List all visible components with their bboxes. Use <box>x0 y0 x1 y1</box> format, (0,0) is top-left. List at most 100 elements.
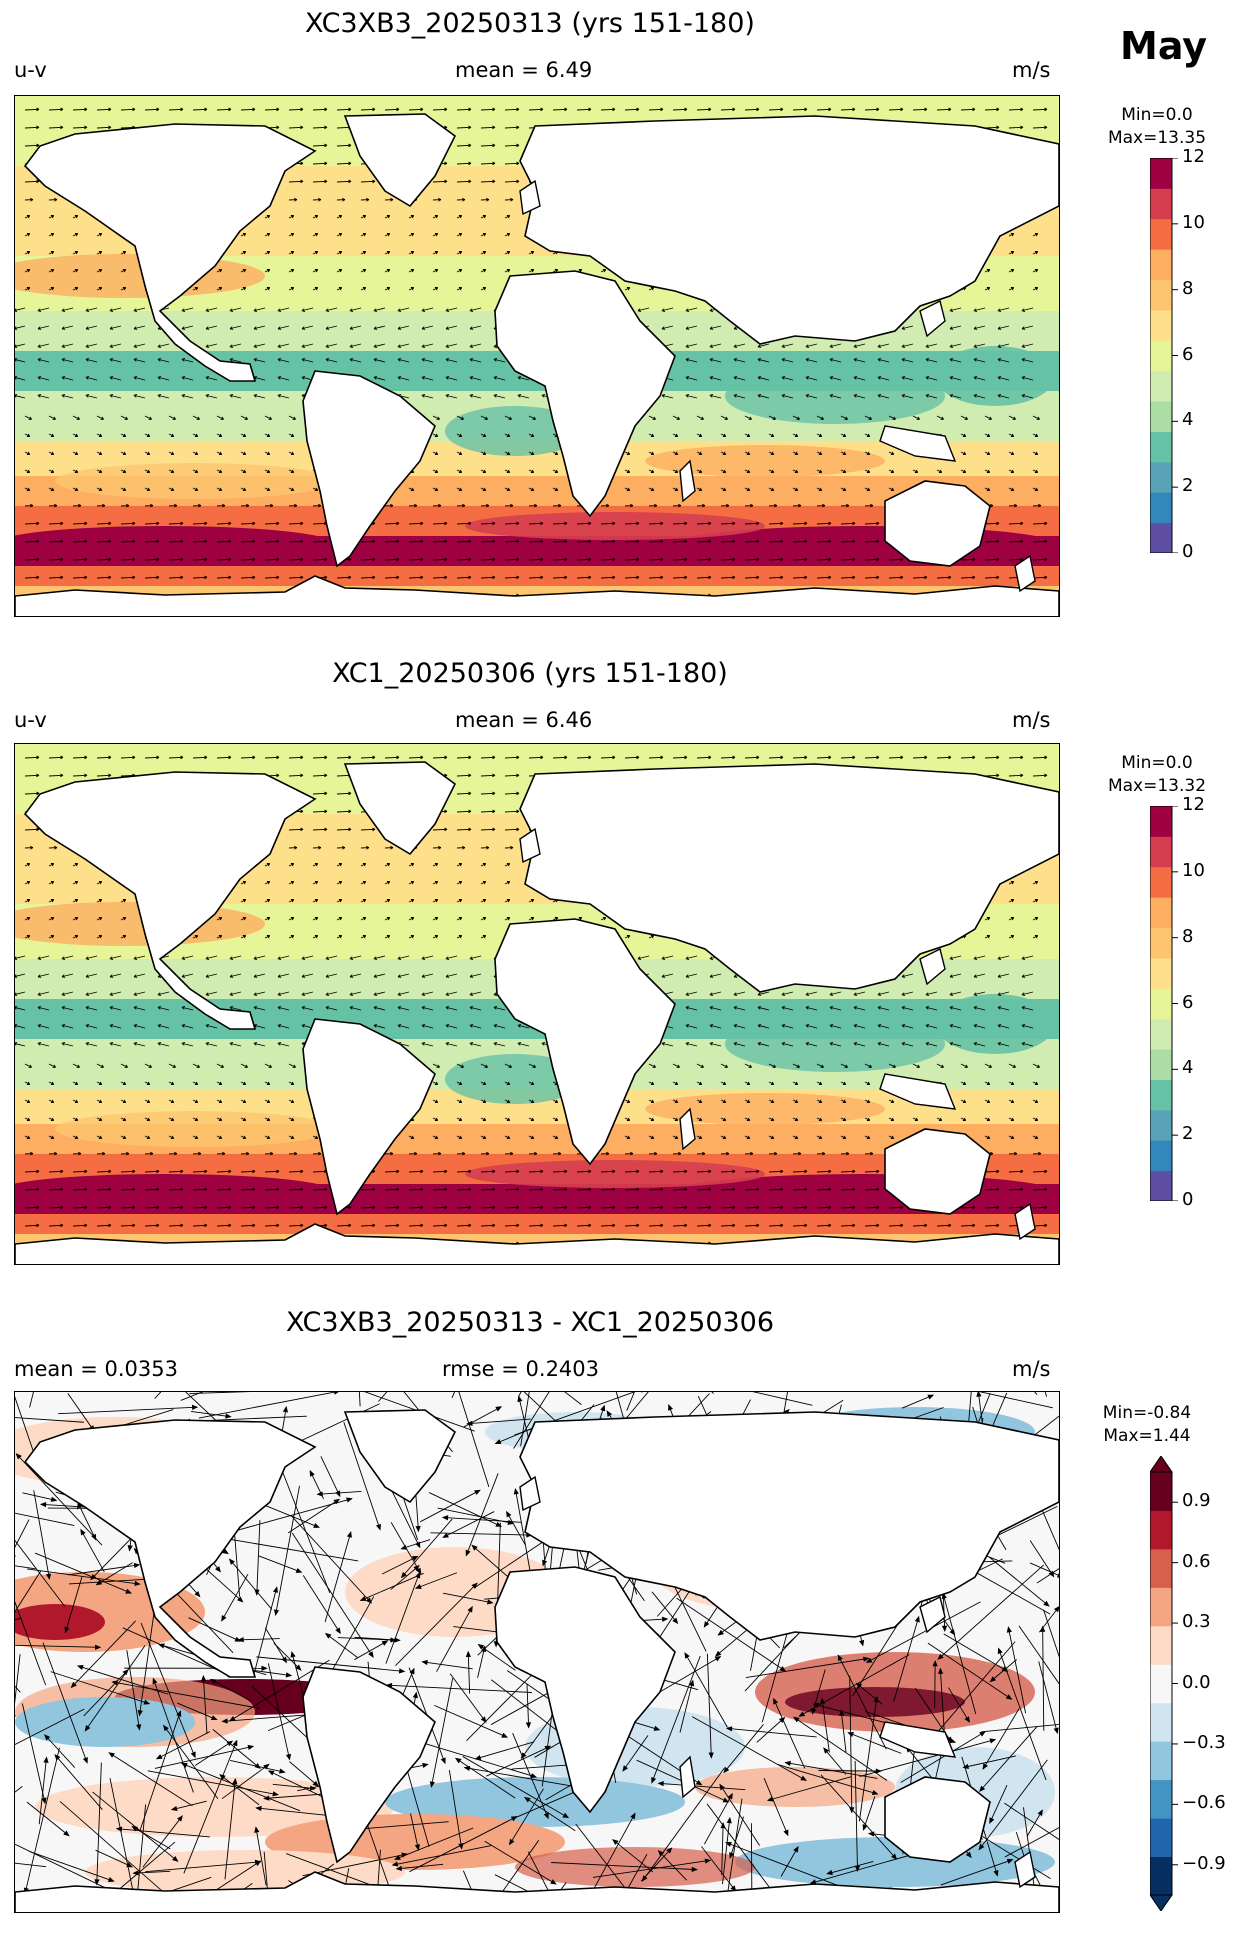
wind-vector-head <box>314 917 319 921</box>
wind-vector-head <box>890 1099 895 1103</box>
wind-vector-head <box>482 1081 487 1085</box>
wind-vector <box>912 1063 920 1068</box>
wind-vector-head <box>842 469 847 473</box>
wind-vector <box>109 307 122 312</box>
wind-vector-head <box>372 827 376 832</box>
wind-vector-head <box>266 863 271 867</box>
wind-vector-head <box>218 917 223 921</box>
wind-vector <box>877 343 890 348</box>
wind-vector <box>288 756 304 759</box>
wind-vector-head <box>685 956 690 960</box>
wind-vector-head <box>60 1169 64 1174</box>
wind-vector-head <box>362 215 367 219</box>
wind-vector-head <box>156 107 160 112</box>
wind-vector-head <box>660 1205 664 1210</box>
wind-vector <box>685 1006 698 1011</box>
wind-vector-head <box>853 344 858 348</box>
wind-vector <box>792 1206 808 1209</box>
colorbar-segment <box>1150 1079 1172 1111</box>
wind-vector-head <box>36 107 40 112</box>
wind-vector-head <box>1020 773 1024 778</box>
wind-vector-head <box>290 863 295 867</box>
wind-vector-head <box>916 416 920 420</box>
wind-vector <box>192 1063 200 1068</box>
wind-vector <box>253 307 266 312</box>
wind-vector-head <box>876 1169 880 1174</box>
wind-vector-head <box>314 269 319 273</box>
wind-vector-head <box>510 845 514 850</box>
wind-vector-head <box>700 416 704 420</box>
wind-vector-head <box>458 1117 463 1121</box>
wind-vector <box>709 358 722 363</box>
wind-vector-head <box>468 107 472 112</box>
wind-vector-head <box>916 1064 920 1068</box>
wind-vector-head <box>266 287 271 291</box>
wind-vector-head <box>98 899 103 903</box>
wind-vector-head <box>242 251 247 255</box>
wind-vector <box>720 1206 736 1209</box>
wind-vector <box>168 108 184 111</box>
wind-vector-head <box>626 451 631 455</box>
wind-vector <box>360 1206 376 1209</box>
wind-vector <box>144 1224 160 1227</box>
wind-vector <box>480 540 496 543</box>
wind-vector-head <box>205 376 210 380</box>
wind-vector-head <box>948 575 952 580</box>
wind-vector-head <box>674 1135 679 1139</box>
wind-vector-head <box>242 487 247 491</box>
wind-vector-head <box>1020 755 1024 760</box>
wind-vector-head <box>962 1099 967 1103</box>
wind-vector <box>96 1224 112 1227</box>
wind-vector <box>48 1224 64 1227</box>
wind-vector <box>373 307 386 312</box>
wind-vector-head <box>277 358 282 362</box>
wind-vector-head <box>36 755 40 760</box>
wind-vector-head <box>709 1006 714 1010</box>
wind-vector <box>600 1170 616 1173</box>
wind-vector <box>853 358 866 363</box>
wind-vector-head <box>458 233 463 237</box>
wind-vector <box>576 1170 592 1173</box>
wind-vector <box>288 126 304 129</box>
wind-vector <box>912 576 928 579</box>
wind-vector-head <box>410 935 415 939</box>
wind-vector-head <box>156 1223 160 1228</box>
wind-vector <box>432 1188 448 1191</box>
wind-vector-head <box>818 433 823 437</box>
wind-vector <box>829 343 842 348</box>
wind-vector-head <box>996 1223 1000 1228</box>
wind-vector-head <box>876 521 880 526</box>
wind-vector-head <box>242 899 247 903</box>
wind-vector <box>360 540 376 543</box>
wind-vector-head <box>890 1135 895 1139</box>
wind-vector <box>768 540 784 543</box>
wind-vector <box>552 1206 568 1209</box>
wind-vector <box>312 108 328 111</box>
wind-vector <box>229 991 242 996</box>
wind-vector-head <box>373 956 378 960</box>
wind-vector <box>936 415 944 420</box>
wind-vector <box>349 955 362 960</box>
wind-vector <box>733 394 746 399</box>
wind-vector-head <box>294 503 298 508</box>
wind-vector <box>181 973 194 978</box>
wind-vector-head <box>781 376 786 380</box>
wind-vector-head <box>170 1117 175 1121</box>
wind-vector <box>1021 325 1034 330</box>
wind-vector-head <box>390 503 394 508</box>
wind-vector-head <box>1020 539 1024 544</box>
wind-vector-head <box>732 1205 736 1210</box>
wind-vector-head <box>661 326 666 330</box>
wind-vector-head <box>386 215 391 219</box>
colorbar-tick-label: 0 <box>1182 1189 1194 1210</box>
wind-vector-head <box>866 469 871 473</box>
wind-vector <box>288 1188 304 1191</box>
wind-vector <box>733 343 746 348</box>
wind-vector-head <box>468 1169 472 1174</box>
wind-vector <box>600 540 616 543</box>
wind-vector-head <box>852 1223 856 1228</box>
wind-vector-head <box>676 416 680 420</box>
wind-vector-head <box>218 469 223 473</box>
wind-vector <box>864 108 880 111</box>
wind-vector <box>805 1024 818 1029</box>
